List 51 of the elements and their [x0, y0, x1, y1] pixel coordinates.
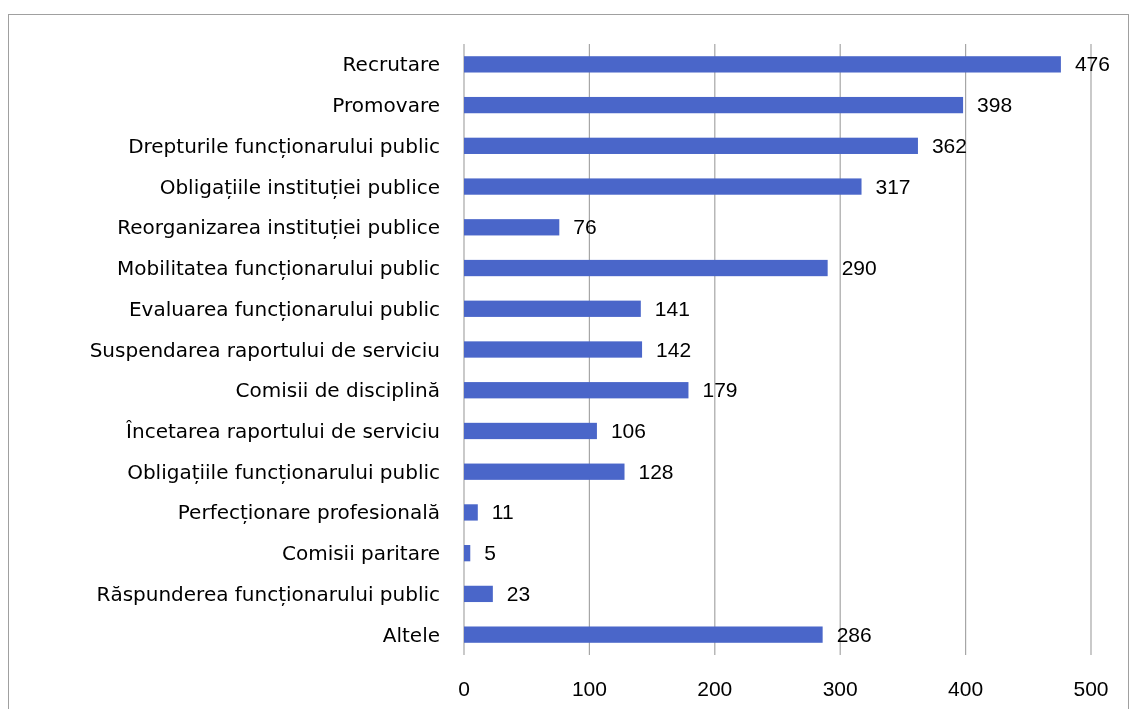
- bar: [464, 300, 641, 317]
- y-tick-label: Promovare: [332, 93, 440, 118]
- bar: [464, 585, 493, 603]
- x-tick-label: 100: [571, 677, 607, 700]
- x-tick-label: 300: [822, 677, 858, 700]
- x-tick-label: 0: [458, 677, 470, 700]
- y-tick-label: Obligațiile funcționarului public: [127, 459, 440, 484]
- data-label: 141: [654, 296, 690, 320]
- bar: [464, 219, 560, 236]
- data-label: 106: [610, 418, 646, 442]
- y-tick-label: Altele: [382, 622, 440, 647]
- y-tick-label: Reorganizarea instituției publice: [117, 215, 440, 240]
- bar: [464, 422, 597, 440]
- y-tick-label: Comisii paritare: [281, 541, 440, 566]
- bar: [464, 178, 862, 195]
- bar: [464, 504, 478, 521]
- x-tick-label: 200: [697, 677, 733, 700]
- bar: [464, 56, 1061, 73]
- bar: [464, 137, 918, 154]
- y-tick-label: Răspunderea funcționarului public: [96, 581, 440, 606]
- y-tick-label: Evaluarea funcționarului public: [128, 296, 440, 321]
- y-tick-label: Obligațiile instituției publice: [159, 174, 440, 199]
- data-label: 5: [484, 541, 496, 565]
- y-tick-label: Perfecționare profesională: [177, 500, 440, 525]
- data-label: 179: [702, 378, 738, 402]
- bar: [464, 382, 689, 399]
- y-tick-label: Recrutare: [342, 52, 440, 77]
- bar: [464, 341, 643, 358]
- y-tick-label: Mobilitatea funcționarului public: [117, 256, 440, 281]
- y-tick-label: Drepturile funcționarului public: [128, 133, 440, 158]
- x-tick-label: 500: [1073, 677, 1109, 700]
- x-tick-label: 400: [948, 677, 984, 700]
- bar: [464, 259, 828, 277]
- y-tick-label: Încetarea raportului de serviciu: [125, 418, 440, 443]
- data-label: 317: [875, 174, 911, 198]
- data-label: 286: [836, 622, 872, 646]
- y-tick-label: Comisii de disciplină: [235, 378, 440, 403]
- y-tick-label: Suspendarea raportului de serviciu: [89, 337, 440, 362]
- data-label: 76: [573, 215, 597, 239]
- data-label: 398: [977, 93, 1013, 117]
- bar: [464, 463, 625, 480]
- bar: [464, 626, 823, 643]
- data-label: 142: [656, 337, 692, 361]
- bar: [464, 96, 964, 114]
- data-label: 362: [931, 133, 967, 157]
- data-label: 23: [506, 581, 531, 605]
- data-label: 290: [841, 256, 877, 280]
- data-label: 11: [491, 500, 514, 524]
- bar: [464, 545, 471, 562]
- data-label: 476: [1074, 52, 1110, 76]
- data-label: 128: [638, 459, 674, 483]
